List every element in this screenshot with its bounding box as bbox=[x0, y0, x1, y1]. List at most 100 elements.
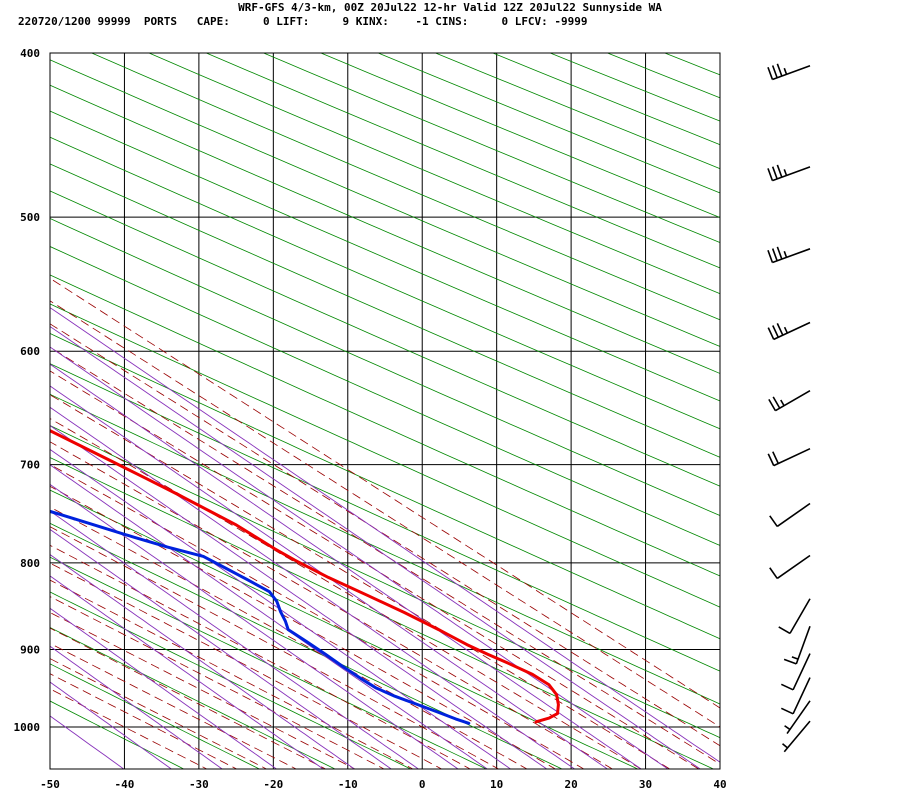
wind-barb-feather bbox=[767, 66, 774, 80]
mixing-ratio-line bbox=[50, 510, 420, 769]
x-tick-label: -10 bbox=[338, 778, 358, 791]
wind-barb-feather bbox=[772, 451, 780, 464]
chart-title: WRF-GFS 4/3-km, 00Z 20Jul22 12-hr Valid … bbox=[238, 1, 662, 14]
y-tick-label: 1000 bbox=[14, 721, 41, 734]
moist-adiabat-line bbox=[50, 277, 720, 709]
mixing-ratio-line bbox=[50, 607, 278, 769]
wind-barb-feather bbox=[769, 567, 778, 579]
dry-adiabat-line bbox=[50, 627, 336, 769]
dry-adiabat-line bbox=[147, 53, 720, 295]
x-tick-label: 40 bbox=[713, 778, 726, 791]
moist-adiabat-line bbox=[50, 394, 671, 769]
wind-barb-feather bbox=[778, 626, 791, 635]
dry-adiabat-line bbox=[205, 53, 720, 269]
dry-adiabat-line bbox=[377, 53, 720, 194]
dry-adiabat-line bbox=[50, 303, 720, 608]
wind-barb bbox=[769, 554, 811, 580]
x-tick-label: -40 bbox=[115, 778, 135, 791]
x-tick-label: 30 bbox=[639, 778, 652, 791]
wind-barb-half-feather bbox=[783, 326, 789, 334]
wind-barb-feather bbox=[771, 248, 778, 262]
dry-adiabat-line bbox=[549, 53, 720, 122]
x-tick-label: -30 bbox=[189, 778, 209, 791]
y-tick-label: 800 bbox=[20, 557, 40, 570]
mixing-ratio-line bbox=[50, 448, 512, 769]
mixing-ratio-line bbox=[50, 528, 392, 769]
wind-barb-staff bbox=[773, 321, 811, 341]
moist-adiabat-line bbox=[50, 441, 614, 769]
mixing-ratio-line bbox=[50, 681, 173, 769]
wind-barb-half-feather bbox=[784, 725, 791, 731]
temperature-profile-line bbox=[50, 428, 560, 724]
wind-barb-staff bbox=[795, 625, 811, 665]
wind-barb-feather bbox=[780, 683, 794, 691]
dry-adiabat-line bbox=[319, 53, 720, 218]
sounding-stats: 220720/1200 99999 PORTS CAPE: 0 LIFT: 9 … bbox=[18, 15, 588, 28]
moist-adiabat-line bbox=[50, 323, 720, 747]
wind-barb-feather bbox=[767, 327, 775, 340]
moist-adiabat-line bbox=[50, 596, 385, 769]
mixing-ratio-line bbox=[50, 715, 125, 769]
dry-adiabat-line bbox=[50, 333, 720, 640]
temperature-tick-labels: -50 -40 -30 -20 -10 0 10 20 30 40 bbox=[40, 778, 727, 791]
mixing-ratio-line bbox=[50, 645, 223, 769]
moist-adiabat-line bbox=[50, 658, 268, 769]
mixing-ratio-line bbox=[50, 483, 459, 769]
moist-adiabat-line bbox=[50, 612, 356, 769]
wind-barb bbox=[778, 598, 811, 635]
moist-adiabat-line bbox=[50, 370, 700, 769]
wind-barb-staff bbox=[772, 248, 811, 264]
dry-adiabat-line bbox=[50, 163, 720, 458]
dry-adiabat-line bbox=[50, 136, 720, 430]
x-tick-label: 20 bbox=[564, 778, 577, 791]
wind-barb-half-feather bbox=[780, 399, 785, 407]
wind-barb-staff bbox=[774, 389, 811, 412]
wind-barb-feather bbox=[767, 250, 774, 263]
moist-adiabat-line bbox=[50, 485, 557, 769]
dry-adiabat-line bbox=[50, 246, 720, 546]
wind-barb bbox=[769, 502, 811, 528]
moist-adiabat-line bbox=[50, 463, 585, 769]
y-tick-label: 700 bbox=[20, 459, 40, 472]
dry-adiabat-line bbox=[434, 53, 720, 170]
x-tick-label: -20 bbox=[263, 778, 283, 791]
moist-adiabat-line bbox=[50, 673, 238, 769]
wind-barb bbox=[780, 677, 811, 715]
wind-barb-staff bbox=[792, 677, 811, 715]
dry-adiabat-line bbox=[50, 84, 720, 374]
moist-adiabat-line bbox=[50, 642, 298, 769]
dry-adiabat-line bbox=[50, 591, 412, 769]
wind-barb-feather bbox=[771, 166, 778, 180]
adiabat-lines bbox=[50, 53, 720, 769]
wind-barb bbox=[782, 720, 811, 753]
wind-barb-staff bbox=[773, 447, 811, 467]
dry-adiabat-line bbox=[262, 53, 720, 244]
wind-barb-staff bbox=[776, 554, 811, 580]
dry-adiabat-line bbox=[663, 53, 720, 76]
wind-barb-feather bbox=[776, 246, 783, 260]
dry-adiabat-line bbox=[50, 663, 261, 769]
wind-barb-feather bbox=[769, 515, 778, 527]
wind-barb-feather bbox=[771, 65, 778, 79]
dry-adiabat-line bbox=[50, 489, 639, 769]
wind-barb-half-feather bbox=[783, 169, 788, 176]
dry-adiabat-line bbox=[90, 53, 720, 321]
mixing-ratio-line bbox=[50, 307, 720, 763]
wind-barb-staff bbox=[772, 65, 811, 81]
wind-barb-feather bbox=[780, 707, 794, 715]
wind-barb-staff bbox=[776, 502, 811, 528]
wind-barb-half-feather bbox=[783, 250, 788, 258]
wind-barb bbox=[784, 700, 811, 735]
dry-adiabat-line bbox=[50, 393, 720, 705]
y-tick-label: 900 bbox=[20, 643, 40, 656]
y-tick-label: 600 bbox=[20, 345, 40, 358]
x-tick-label: 0 bbox=[419, 778, 426, 791]
wind-barb-staff bbox=[772, 166, 811, 182]
wind-barb-feather bbox=[767, 168, 774, 181]
dry-adiabat-line bbox=[50, 217, 720, 517]
wind-barb-feather bbox=[776, 63, 783, 77]
wind-barb bbox=[767, 246, 811, 264]
mixing-ratio-line bbox=[50, 385, 609, 769]
wind-barb bbox=[768, 389, 811, 412]
